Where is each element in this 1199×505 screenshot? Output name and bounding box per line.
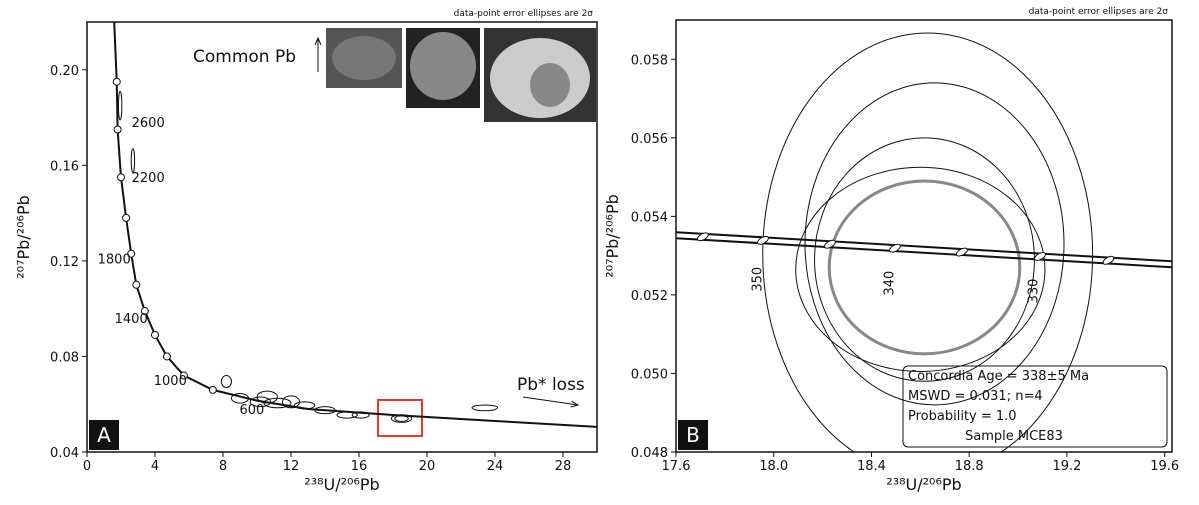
panel-label-box <box>678 420 708 450</box>
arrow <box>522 396 578 405</box>
x-tick-label: 12 <box>283 459 300 474</box>
y-tick-label: 0.04 <box>50 446 79 461</box>
y-tick-label: 0.056 <box>631 132 668 147</box>
age-marker <box>696 232 709 242</box>
highlight-box <box>377 399 423 437</box>
error-ellipse <box>220 375 232 388</box>
x-tick-label: 8 <box>219 459 227 474</box>
concordia-curve <box>676 237 1172 269</box>
y-tick-label: 0.050 <box>631 367 668 382</box>
age-label: 1000 <box>154 374 187 389</box>
y-tick-label: 0.16 <box>50 159 79 174</box>
info-text: Concordia Age = 338±5 Ma <box>908 369 1089 384</box>
plot-frame <box>675 19 1173 453</box>
y-tick-label: 0.20 <box>50 64 79 79</box>
age-marker <box>151 330 159 339</box>
age-marker <box>1034 251 1046 261</box>
error-ellipse <box>814 137 1035 382</box>
x-tick-label: 18.4 <box>857 459 886 474</box>
age-marker <box>122 213 131 222</box>
plot-frame <box>86 21 598 453</box>
error-ellipse <box>804 82 1065 406</box>
age-label: 1400 <box>115 312 148 327</box>
panel-label: A <box>97 423 111 447</box>
panel-label: B <box>686 423 700 447</box>
photo-grain <box>332 36 396 80</box>
age-marker <box>140 307 149 316</box>
info-box <box>902 365 1168 448</box>
age-marker <box>112 77 121 86</box>
x-tick-label: 18.8 <box>955 459 984 474</box>
error-ellipse <box>117 90 123 121</box>
y-axis-label: ²⁰⁷Pb/²⁰⁶Pb <box>14 195 33 278</box>
age-marker <box>132 280 141 289</box>
age-label: 2200 <box>132 171 165 186</box>
photo-grain <box>410 32 476 100</box>
info-text: Probability = 1.0 <box>908 409 1017 424</box>
mean-ellipse <box>827 179 1022 356</box>
note: data-point error ellipses are 2σ <box>1029 7 1169 17</box>
x-tick-label: 28 <box>555 459 572 474</box>
photo-grain <box>530 63 570 107</box>
age-label: 330 <box>1027 279 1042 304</box>
y-tick-label: 0.058 <box>631 53 668 68</box>
x-axis-label: ²³⁸U/²⁰⁶Pb <box>886 475 961 494</box>
age-label: 2600 <box>132 116 165 131</box>
x-tick-label: 24 <box>487 459 504 474</box>
x-tick-label: 18.0 <box>759 459 788 474</box>
age-marker <box>1102 255 1115 265</box>
y-tick-label: 0.052 <box>631 289 668 304</box>
y-tick-label: 0.054 <box>631 210 668 225</box>
annotation: Pb* loss <box>517 375 585 395</box>
x-tick-label: 19.2 <box>1052 459 1081 474</box>
age-label: 600 <box>239 403 264 418</box>
age-label: 350 <box>751 267 766 292</box>
error-ellipse <box>263 397 292 409</box>
x-axis-label: ²³⁸U/²⁰⁶Pb <box>304 475 379 494</box>
annotation: Common Pb <box>193 47 296 67</box>
age-marker <box>162 352 171 361</box>
age-marker <box>889 243 901 253</box>
error-ellipse <box>249 396 272 408</box>
concordia-curve <box>676 231 1172 263</box>
x-tick-label: 16 <box>351 459 368 474</box>
y-axis-label: ²⁰⁷Pb/²⁰⁶Pb <box>603 194 622 277</box>
plot-area <box>112 22 597 428</box>
age-marker <box>117 173 125 182</box>
age-marker <box>113 125 122 134</box>
x-tick-label: 4 <box>151 459 159 474</box>
age-marker <box>824 239 836 249</box>
y-tick-label: 0.12 <box>50 255 79 270</box>
x-tick-label: 17.6 <box>662 459 691 474</box>
age-marker <box>757 235 769 245</box>
error-ellipse <box>795 166 1046 372</box>
age-label: 1800 <box>98 252 131 267</box>
error-ellipse <box>762 32 1094 452</box>
age-marker <box>208 385 217 394</box>
x-tick-label: 19.6 <box>1150 459 1179 474</box>
note: data-point error ellipses are 2σ <box>454 9 594 19</box>
plot-area <box>676 32 1172 452</box>
info-text: Sample MCE83 <box>965 429 1063 444</box>
x-tick-label: 0 <box>83 459 91 474</box>
age-label: 340 <box>882 271 897 296</box>
x-tick-label: 20 <box>419 459 436 474</box>
age-marker <box>955 247 968 257</box>
error-ellipse <box>471 404 499 412</box>
age-marker <box>179 371 188 380</box>
age-marker <box>127 249 136 258</box>
panel-label-box <box>89 420 119 450</box>
error-ellipse <box>130 148 136 174</box>
y-tick-label: 0.048 <box>631 446 668 461</box>
y-tick-label: 0.08 <box>50 350 79 365</box>
